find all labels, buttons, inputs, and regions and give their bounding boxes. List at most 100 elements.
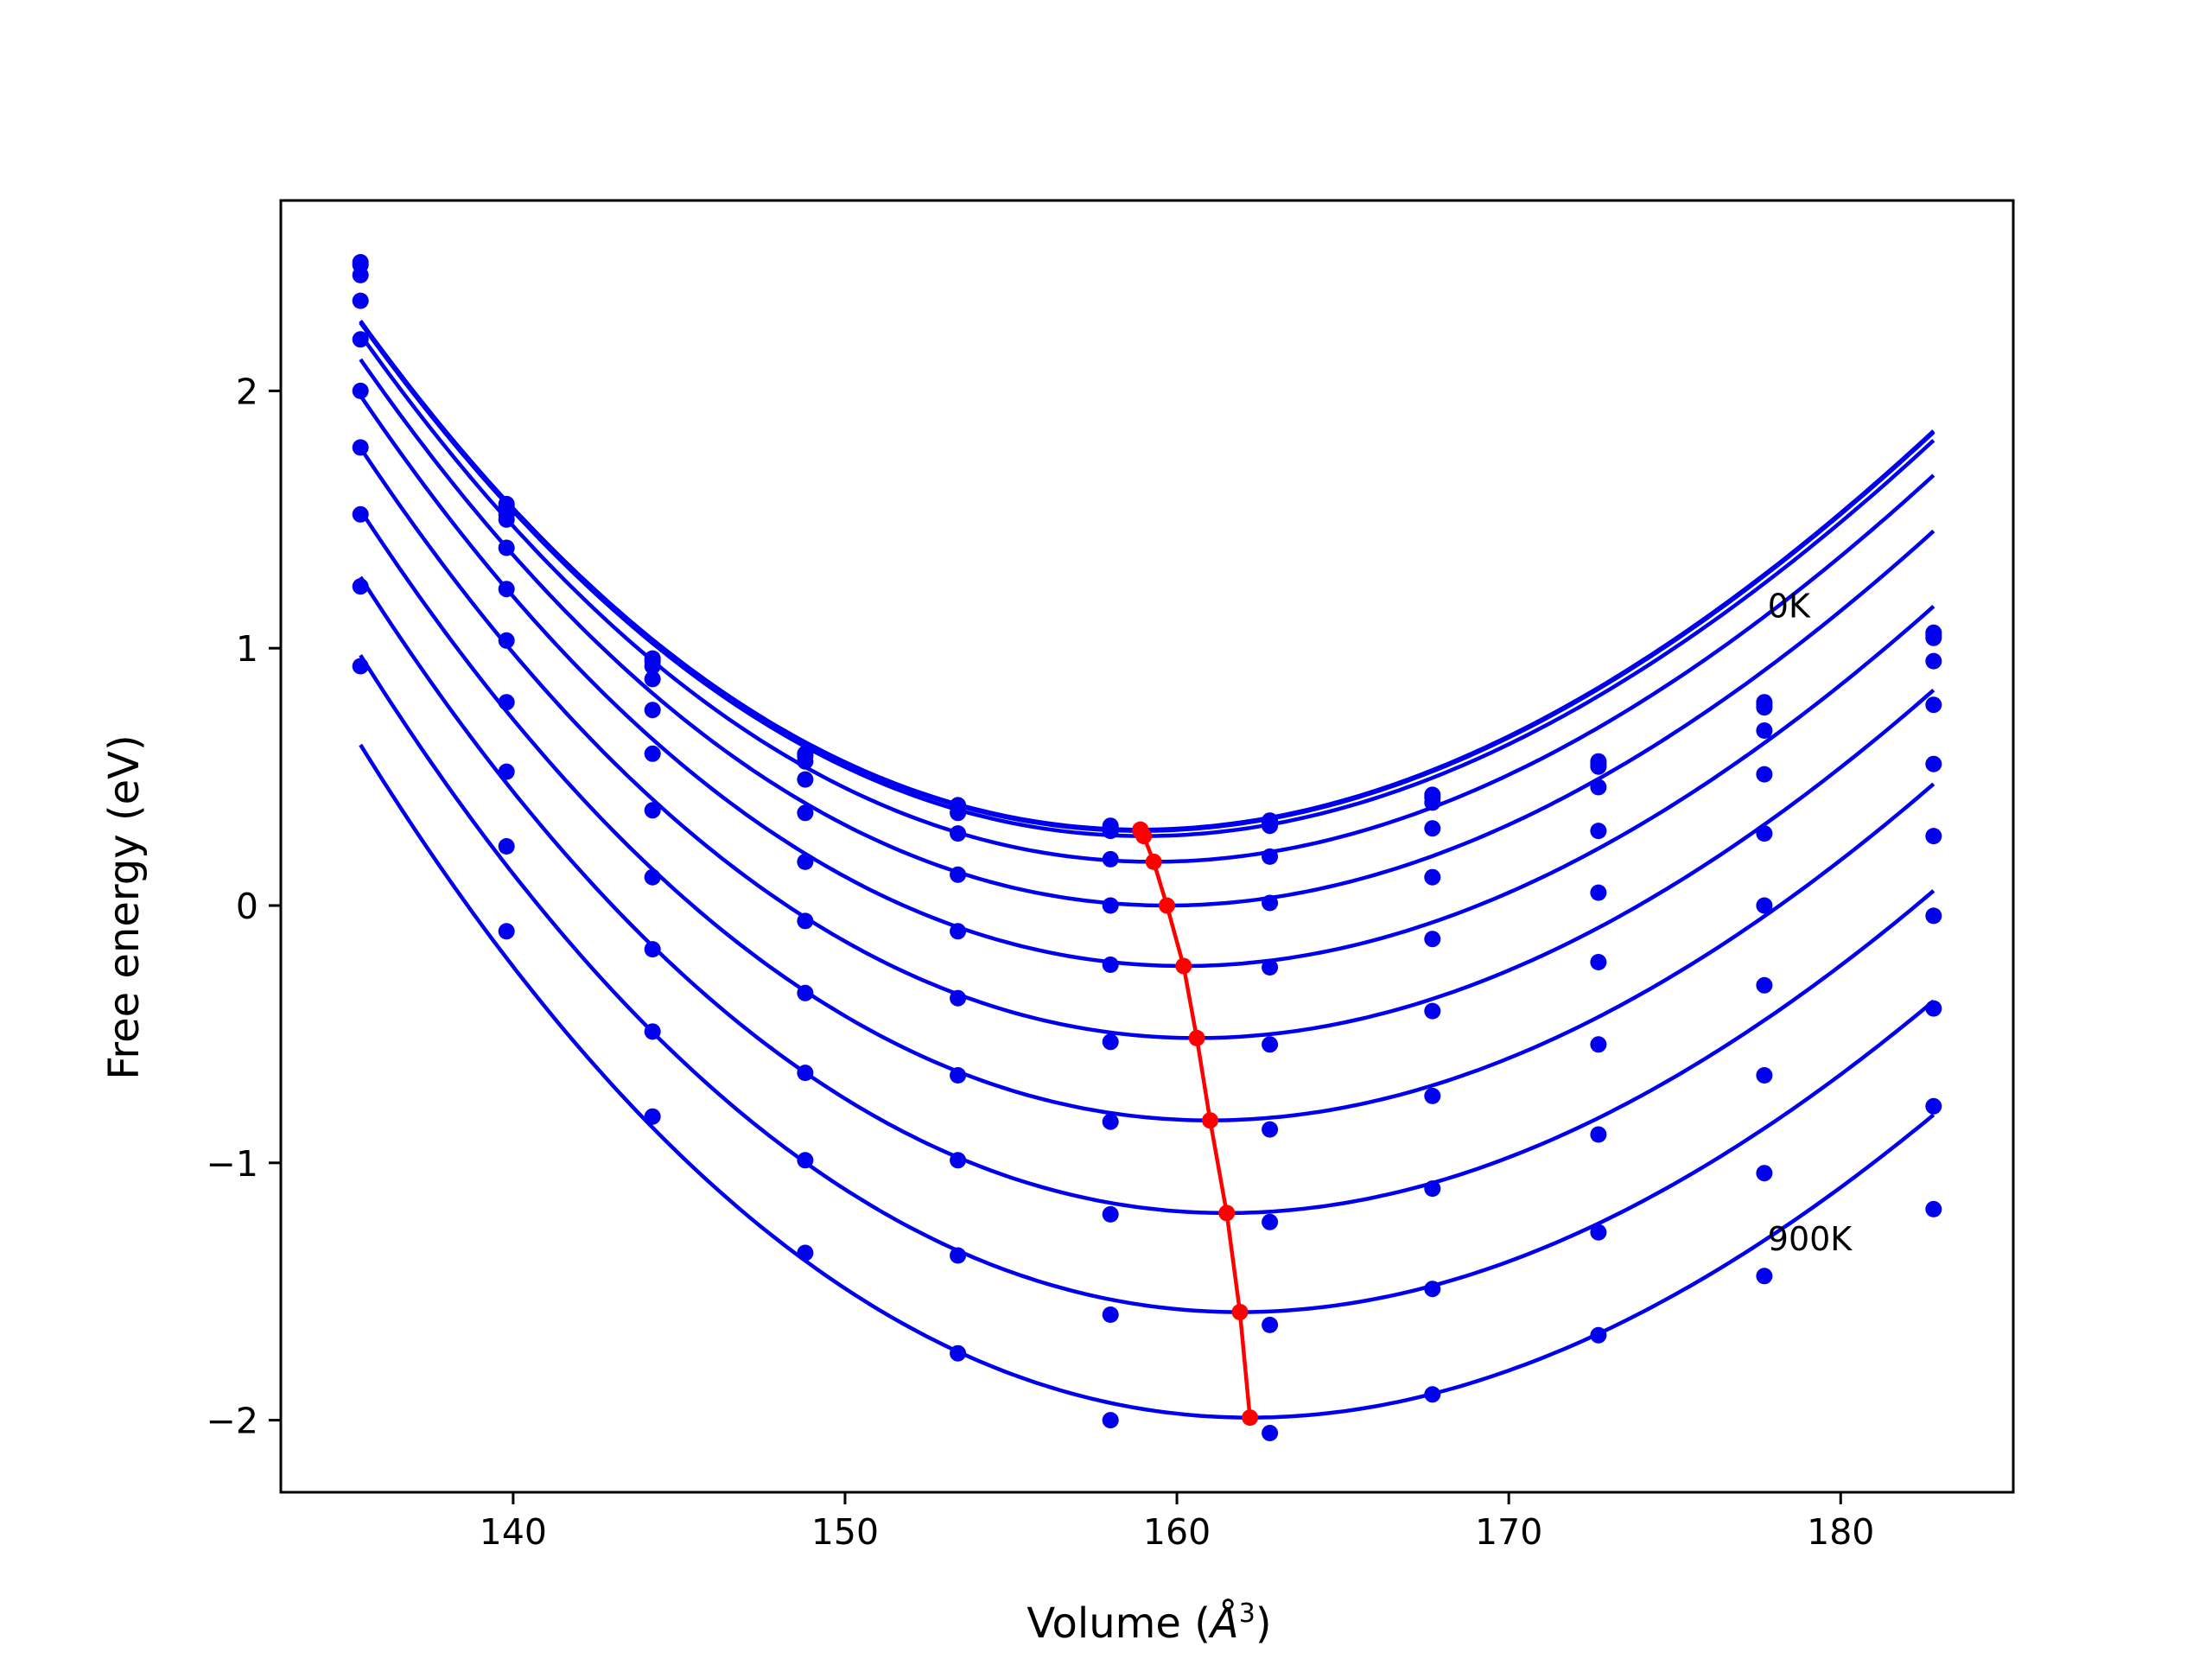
data-point [1756,1165,1773,1182]
x-tick-label: 160 [1143,1511,1211,1553]
data-point [1424,868,1441,886]
data-point [352,266,369,283]
data-point [498,581,515,598]
y-tick-label: −2 [207,1401,258,1442]
data-point [644,1023,661,1040]
data-point [950,866,967,883]
data-point [950,923,967,940]
y-tick-label: 2 [236,371,258,412]
data-point [950,1152,967,1169]
data-point [352,658,369,675]
data-point [644,868,661,886]
minimum-point [1159,897,1175,914]
data-point [1756,1268,1773,1285]
data-point [1424,820,1441,837]
data-point [1590,1126,1607,1143]
minimum-point [1202,1112,1218,1129]
data-point [950,825,967,842]
data-point [1262,1425,1279,1441]
x-tick-label: 140 [480,1511,547,1553]
curve-annotation: 0K [1768,587,1811,625]
x-axis-ticks: 140 150 160 170 180 [480,1492,1874,1553]
data-point [1102,897,1119,914]
fit-curve-9 [359,654,1936,1314]
data-point [1262,1121,1279,1138]
data-point [797,804,814,822]
data-point [950,804,967,822]
data-point [1590,954,1607,970]
data-point [1102,823,1119,840]
data-points-layer [352,254,1942,1441]
data-point [1424,1087,1441,1104]
data-point [1424,1180,1441,1198]
y-axis-ticks: −2 −1 0 1 2 [207,371,281,1442]
data-point [1262,848,1279,865]
data-point [1424,1002,1441,1020]
data-point [352,292,369,309]
data-point [1925,652,1942,670]
data-point [1590,1036,1607,1053]
x-tick-label: 150 [811,1511,879,1553]
data-point [950,1344,967,1362]
data-point [1756,722,1773,739]
data-point [1102,1306,1119,1323]
data-point [1102,1205,1119,1223]
x-tick-label: 170 [1475,1511,1542,1553]
data-point [644,702,661,719]
fit-curve-4 [359,358,1936,908]
data-point [1262,894,1279,912]
data-point [498,632,515,649]
data-point [1756,976,1773,994]
data-point [644,1108,661,1125]
data-point [644,658,661,675]
data-point [797,853,814,870]
data-point [1590,1224,1607,1241]
data-point [352,331,369,348]
data-point [797,1065,814,1082]
data-point [644,941,661,958]
data-point [1756,1067,1773,1084]
data-point [1102,1113,1119,1130]
data-point [1424,794,1441,811]
data-point [1262,1316,1279,1333]
data-point [498,694,515,711]
data-point [1262,1036,1279,1053]
data-point [1102,1033,1119,1051]
data-point [950,1067,967,1084]
minimum-point [1135,828,1153,845]
y-tick-label: 0 [236,886,258,927]
plot-frame [279,199,2015,1494]
minimum-point [1218,1205,1236,1222]
data-point [1424,931,1441,948]
minimum-point [1188,1029,1205,1046]
data-point [1590,884,1607,901]
data-point [644,671,661,688]
data-point [498,539,515,556]
data-point [797,753,814,770]
data-point [1925,1000,1942,1017]
data-point [498,923,515,940]
data-point [1262,959,1279,976]
data-point [1424,1386,1441,1403]
data-point [797,912,814,930]
fit-curve-5 [359,394,1936,969]
data-point [352,578,369,595]
data-point [950,989,967,1007]
minimum-point [1175,957,1192,975]
fit-curve-7 [359,509,1936,1122]
minimum-point [1231,1304,1249,1320]
data-point [1925,696,1942,714]
data-point [1424,1281,1441,1298]
data-point [1925,907,1942,925]
data-point [1756,699,1773,716]
data-point [1262,1213,1279,1230]
data-point [1590,823,1607,840]
x-axis-label: Volume (Å3) [1027,1599,1271,1648]
data-point [1102,850,1119,868]
data-point [1102,957,1119,973]
minimum-line-layer [1132,821,1259,1427]
y-tick-label: −1 [207,1143,258,1185]
minimum-point [1145,853,1162,870]
y-axis-label: Free energy (eV) [100,734,149,1079]
minimum-point [1242,1409,1259,1427]
